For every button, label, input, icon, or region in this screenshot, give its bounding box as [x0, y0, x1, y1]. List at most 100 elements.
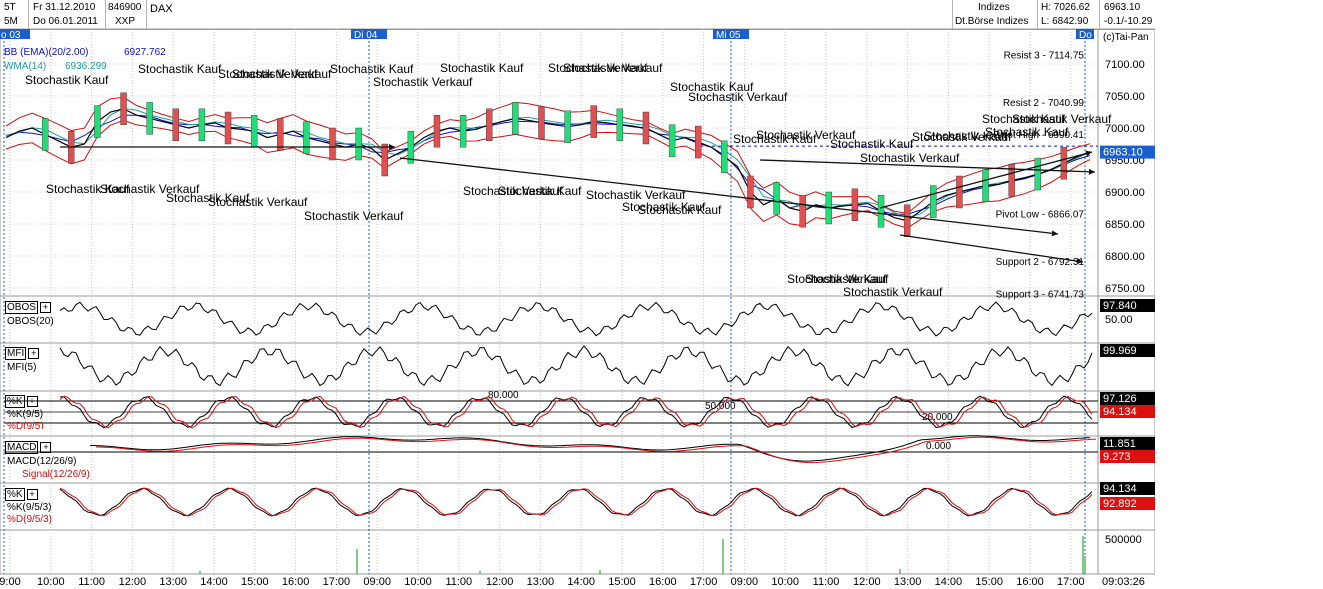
signal-bar-up — [877, 194, 885, 228]
signal-bar-down — [486, 108, 493, 142]
signal-annotation: Stochastik Kauf — [138, 62, 222, 76]
level-label: Resist 2 - 7040.99 — [1003, 98, 1085, 109]
signal-bar-up — [459, 114, 467, 148]
stoch1-80-label: 80.000 — [488, 390, 519, 401]
trend-arrow — [1051, 230, 1058, 237]
macd-line — [90, 435, 1091, 462]
signal-bar-down — [747, 175, 754, 209]
wma-legend-value: 6936.299 — [65, 61, 107, 72]
signal-bar-down — [120, 92, 127, 126]
time-tick-label: 11:00 — [445, 576, 472, 588]
signal-annotation: Stochastik Verkauf — [548, 61, 648, 75]
signal-annotation: Stochastik Verkauf — [218, 67, 318, 81]
day-marker-label: Mi 05 — [716, 30, 741, 41]
day-marker-label: Do — [1079, 30, 1092, 41]
signal-bar-down — [1008, 164, 1015, 197]
signal-annotation: Stochastik Verkauf — [232, 67, 332, 81]
signal-bar-down — [224, 111, 232, 145]
day-marker-badge — [713, 29, 749, 39]
trend-arrow — [1088, 168, 1095, 175]
stoch1-20-label: 20.000 — [922, 412, 953, 423]
day-marker-badge — [0, 29, 30, 39]
stoch1-add-icon[interactable]: + — [26, 395, 38, 407]
time-tick-label: 11:00 — [813, 576, 840, 588]
level-label: Pivot Low - 6866.07 — [996, 210, 1085, 221]
mfi-panel-label[interactable]: MFI + — [5, 347, 40, 360]
mfi-sub: MFI(5) — [7, 362, 37, 373]
macd-panel-label[interactable]: MACD + — [5, 441, 52, 454]
wma-legend: WMA(14) — [4, 61, 47, 72]
signal-bar-up — [355, 127, 362, 161]
bb-legend-value: 6927.762 — [124, 47, 166, 58]
macd-value-badge-label: 11.851 — [1103, 438, 1136, 450]
time-tick-label: 17:00 — [1057, 576, 1085, 588]
price-tick-label: 7100.00 — [1105, 59, 1145, 71]
macd-add-icon[interactable]: + — [40, 441, 52, 453]
stoch2-d-value-badge-label: 92.892 — [1103, 498, 1137, 510]
signal-bar-down — [903, 204, 911, 238]
time-tick-label: 13:00 — [527, 576, 555, 588]
mfi-add-icon[interactable]: + — [28, 347, 40, 359]
mfi-value-badge — [1100, 344, 1155, 357]
level-label: Support 3 - 6741.73 — [996, 289, 1085, 300]
signal-bar-up — [721, 140, 728, 174]
trend-line — [399, 157, 1059, 235]
stoch2-panel-label[interactable]: %K + — [5, 488, 38, 501]
signal-bar-down — [642, 111, 650, 145]
stoch2-d-label: %D(9/5/3) — [7, 514, 53, 524]
time-tick-label: 10:00 — [771, 576, 799, 588]
price-tick-label: 6750.00 — [1105, 283, 1145, 295]
price-tick-label: 6800.00 — [1105, 251, 1145, 263]
source: Dt.Börse Indizes — [955, 16, 1029, 27]
signal-annotation: Stochastik Verkauf — [912, 130, 1012, 144]
day-marker-badge — [351, 29, 387, 39]
stoch1-d-label: %D(9/5) — [7, 421, 44, 429]
volume-scale-label: 500000 — [1105, 534, 1142, 546]
interval-a[interactable]: 5T — [4, 2, 16, 13]
price-tick-label: 7050.00 — [1105, 91, 1145, 103]
stoch1-d-value-badge — [1100, 405, 1155, 418]
obos-add-icon[interactable]: + — [39, 301, 51, 313]
interval-b[interactable]: 5M — [4, 16, 18, 27]
stoch2-k-value-badge-label: 94.134 — [1103, 483, 1137, 495]
signal-bar-down — [381, 143, 388, 177]
obos-line — [59, 301, 1093, 337]
signal-bar-down — [1060, 146, 1068, 180]
time-tick-label: 9:00 — [0, 576, 21, 588]
signal-annotation: Stochastik Verkauf — [373, 75, 473, 89]
price-tick-label: 6850.00 — [1105, 219, 1145, 231]
wkn: 846900 — [108, 2, 142, 13]
signal-bar-down — [956, 175, 963, 209]
current-time: 09:03:26 — [1102, 576, 1145, 588]
signal-annotation: Stochastik Verkauf — [756, 128, 856, 142]
time-tick-label: 10:00 — [404, 576, 432, 588]
stoch2-k-value-badge — [1100, 482, 1155, 495]
signal-annotation: Stochastik Kauf — [638, 203, 722, 217]
signal-bar-up — [407, 130, 415, 164]
signal-bar-up — [564, 110, 571, 143]
stoch2-add-icon[interactable]: + — [26, 488, 38, 500]
signal-annotation: Stochastik Verkauf — [208, 195, 308, 209]
signal-bar-down — [851, 188, 859, 222]
time-tick-label: 13:00 — [894, 576, 922, 588]
level-label: Support 2 - 6792.31 — [996, 257, 1085, 268]
time-tick-label: 16:00 — [649, 576, 677, 588]
signal-label: Signal(12/26/9) — [22, 469, 90, 479]
trend-arrow — [1076, 258, 1083, 265]
time-tick-label: 14:00 — [567, 576, 595, 588]
signal-annotation: Stochastik Kauf — [46, 182, 130, 196]
bb-legend: BB (EMA)(20/2.00) — [4, 47, 89, 58]
day-marker-label: Di 04 — [354, 30, 378, 41]
signal-bar-up — [1034, 157, 1041, 191]
signal-bar-up — [94, 105, 101, 138]
stoch2-d-line — [59, 487, 1093, 517]
macd-signal-line — [96, 436, 1097, 464]
change-value: -0.1/-10.29 — [1104, 16, 1153, 27]
obos-panel-label[interactable]: OBOS + — [5, 301, 51, 314]
macd-value-badge — [1100, 437, 1155, 450]
signal-bar-up — [982, 169, 989, 202]
stoch1-panel-label[interactable]: %K + — [5, 395, 38, 408]
chart-svg[interactable]: Resist 3 - 7114.75 Resist 2 - 7040.99 Pivo… — [0, 0, 1155, 589]
time-tick-label: 17:00 — [690, 576, 718, 588]
trend-arrow — [389, 144, 395, 150]
